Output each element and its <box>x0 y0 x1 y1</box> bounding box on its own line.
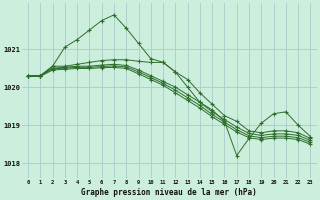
X-axis label: Graphe pression niveau de la mer (hPa): Graphe pression niveau de la mer (hPa) <box>81 188 257 197</box>
